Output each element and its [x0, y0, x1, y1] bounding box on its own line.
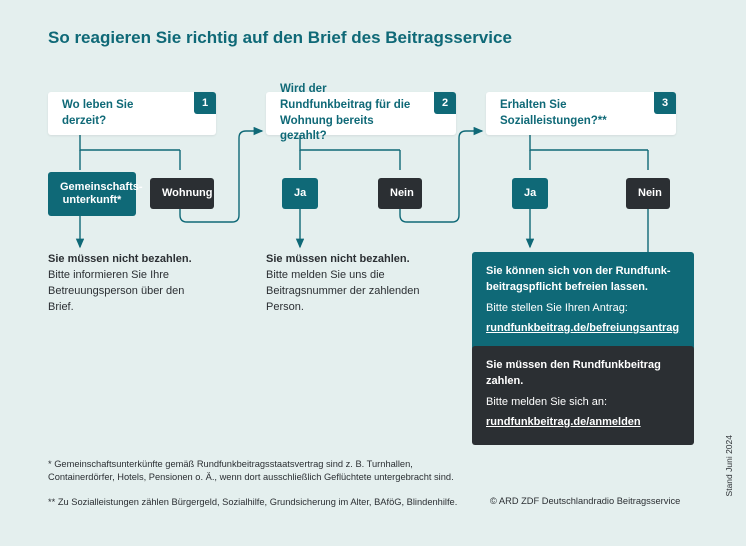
result-1-bold: Sie müssen nicht bezahlen. [48, 253, 192, 265]
question-3-text: Erhalten Sie Sozialleistungen?** [500, 98, 640, 129]
result-3-text: Bitte stellen Sie Ihren Antrag: [486, 301, 628, 317]
result-2-bold: Sie müssen nicht bezahlen. [266, 253, 410, 265]
answer-2b: Nein [378, 178, 422, 209]
result-4-text: Bitte melden Sie sich an: [486, 395, 607, 411]
page-title: So reagieren Sie richtig auf den Brief d… [48, 28, 512, 48]
result-3-bold: Sie können sich von der Rundfunk- beitra… [486, 265, 671, 293]
question-3: Erhalten Sie Sozialleistungen?** 3 [486, 92, 676, 135]
result-4-link[interactable]: rundfunkbeitrag.de/anmelden [486, 415, 641, 431]
question-1-badge: 1 [194, 92, 216, 114]
question-2: Wird der Rundfunkbeitrag für die Wohnung… [266, 92, 456, 135]
date-stamp: Stand Juni 2024 [724, 435, 734, 496]
question-1: Wo leben Sie derzeit? 1 [48, 92, 216, 135]
answer-3b: Nein [626, 178, 670, 209]
result-2-text: Bitte melden Sie uns die Beitragsnummer … [266, 269, 419, 313]
question-1-text: Wo leben Sie derzeit? [62, 98, 180, 129]
result-4: Sie müssen den Rundfunkbeitrag zahlen. B… [472, 346, 694, 445]
question-3-badge: 3 [654, 92, 676, 114]
footnote-1: * Gemeinschaftsunterkünfte gemäß Rundfun… [48, 458, 454, 485]
result-1: Sie müssen nicht bezahlen. Bitte informi… [48, 252, 208, 316]
result-3: Sie können sich von der Rundfunk- beitra… [472, 252, 694, 351]
answer-2a: Ja [282, 178, 318, 209]
answer-3a: Ja [512, 178, 548, 209]
result-4-bold: Sie müssen den Rundfunkbeitrag zahlen. [486, 359, 661, 387]
result-2: Sie müssen nicht bezahlen. Bitte melden … [266, 252, 426, 316]
answer-1b: Wohnung [150, 178, 214, 209]
answer-1a: Gemeinschafts- unterkunft* [48, 172, 136, 216]
question-2-text: Wird der Rundfunkbeitrag für die Wohnung… [280, 82, 420, 144]
result-3-link[interactable]: rundfunkbeitrag.de/befreiungsantrag [486, 321, 679, 337]
question-2-badge: 2 [434, 92, 456, 114]
copyright: © ARD ZDF Deutschlandradio Beitragsservi… [490, 496, 680, 506]
footnote-2: ** Zu Sozialleistungen zählen Bürgergeld… [48, 496, 457, 509]
result-1-text: Bitte informieren Sie Ihre Betreuungsper… [48, 269, 184, 313]
